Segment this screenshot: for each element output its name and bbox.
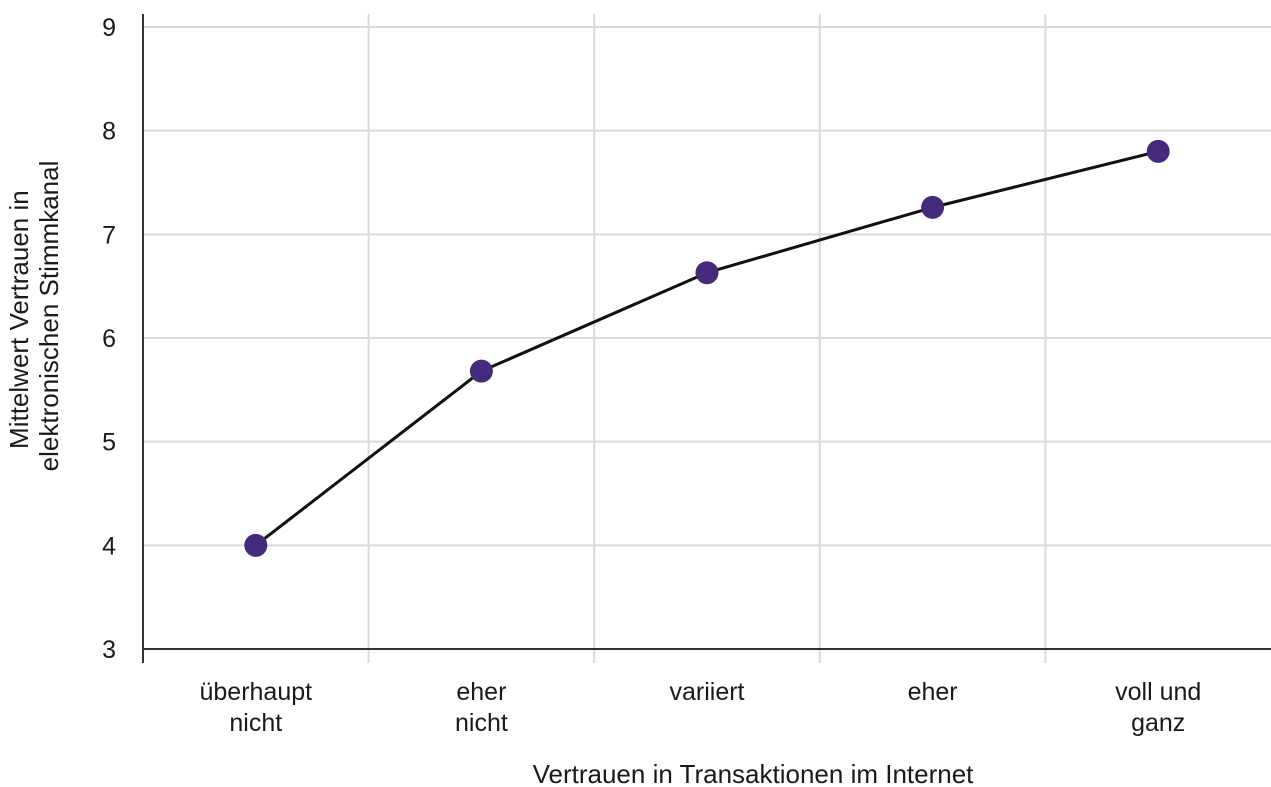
series-line [254,149,1159,547]
y-axis-title-line-1: Mittelwert Vertrauen in [4,190,34,449]
y-axis-title-line-2: elektronischen Stimmkanal [34,161,64,472]
x-tick-label: voll und ganz [1115,678,1201,737]
data-point [244,533,268,557]
x-tick-label-line: ganz [1131,709,1185,737]
axes [142,14,1271,663]
x-tick-label: eher nicht [455,678,508,737]
x-tick-label: überhaupt nicht [199,678,312,737]
data-series [244,139,1170,557]
x-axis-title: Vertrauen in Transaktionen im Internet [533,759,975,787]
x-tick-label-line: variiert [669,678,744,706]
x-tick-label-line: eher [456,678,506,706]
x-tick-label: eher [908,678,958,706]
x-tick-label-line: nicht [229,709,282,737]
data-point [1146,139,1170,163]
x-tick-label-line: überhaupt [199,678,312,706]
y-tick-label: 4 [102,532,116,560]
x-tick-label-line: eher [908,678,958,706]
y-tick-labels: 3 4 5 6 7 8 9 [102,14,116,664]
y-tick-label: 6 [102,325,116,353]
y-tick-label: 5 [102,429,116,457]
y-axis-title: Mittelwert Vertrauen in elektronischen S… [4,161,64,472]
data-point [921,195,945,219]
x-tick-label: variiert [669,678,744,706]
y-tick-label: 7 [102,221,116,249]
x-tick-label-line: nicht [455,709,508,737]
data-point [695,261,719,285]
x-tick-label-line: voll und [1115,678,1201,706]
y-tick-label: 8 [102,118,116,146]
y-tick-label: 9 [102,14,116,42]
x-tick-labels: überhaupt nicht eher nicht variiert eher voll … [199,678,1201,737]
grid [143,14,1271,649]
y-tick-label: 3 [102,636,116,664]
data-point [469,359,493,383]
